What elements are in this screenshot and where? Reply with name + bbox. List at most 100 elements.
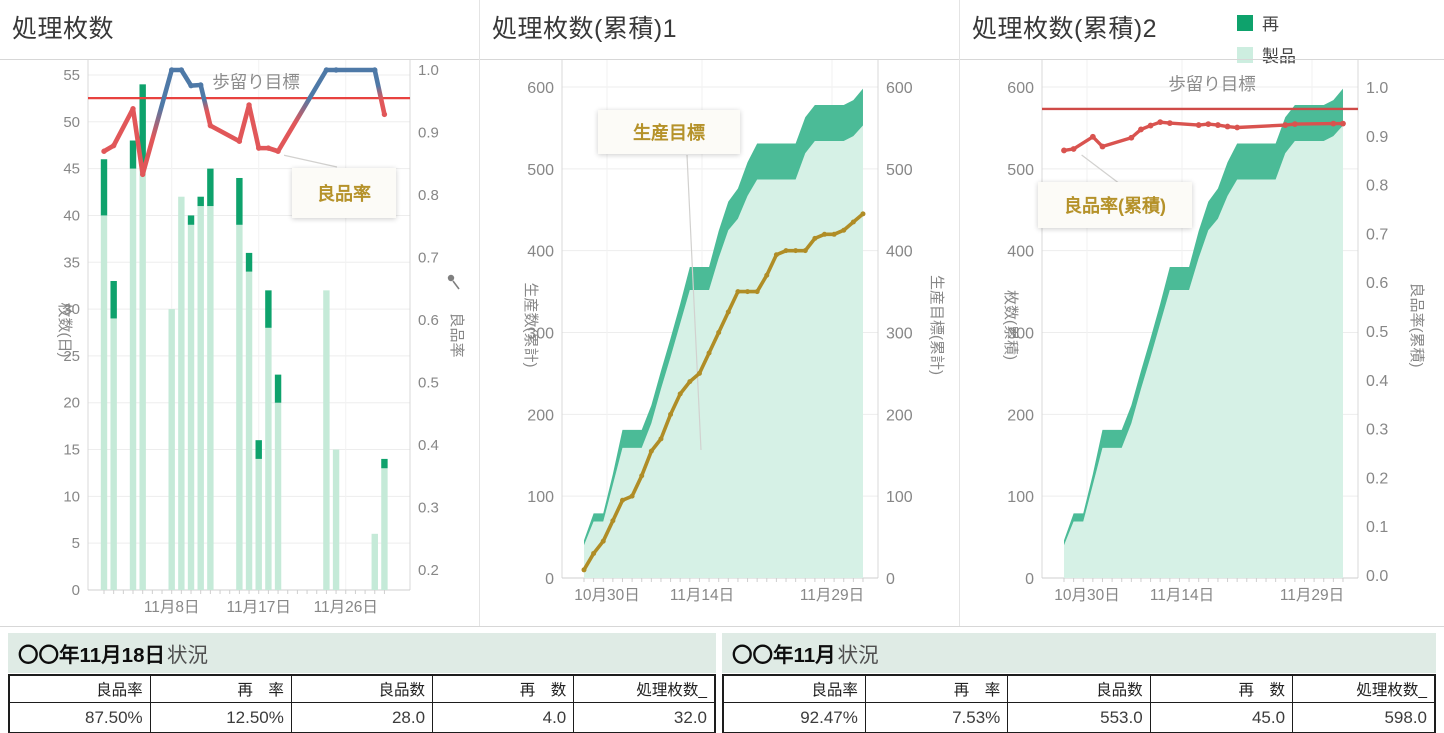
svg-text:0: 0 — [1025, 571, 1034, 588]
svg-text:100: 100 — [886, 489, 913, 506]
svg-text:5: 5 — [72, 535, 80, 552]
val-total-count: 598.0 — [1292, 702, 1436, 733]
val-good-count: 553.0 — [1007, 702, 1151, 733]
yield-target-label-cumulative: 歩留り目標 — [1168, 74, 1256, 94]
svg-text:400: 400 — [1007, 244, 1034, 261]
cumulative-chart-1[interactable]: 0 100 200 300 400 500 600 10月30日 11月14日 11月29日 0 10… — [480, 60, 960, 625]
table-header-row: 良品率 再 率 良品数 再 数 処理枚数_ — [8, 674, 716, 703]
col-rework-rate: 再 率 — [864, 674, 1009, 703]
svg-text:0.6: 0.6 — [1366, 275, 1388, 292]
col-rework-count: 再 数 — [1149, 674, 1294, 703]
daily-chart[interactable]: 0 5 10 15 20 25 30 35 40 45 50 55 0.2 0.3 0.4 0.5 0.6 0.7… — [0, 60, 480, 625]
val-total-count: 32.0 — [573, 702, 716, 733]
val-rework-rate: 12.50% — [149, 702, 292, 733]
panel-daily: 処理枚数 0 5 10 15 20 25 30 35 40 45 50 55 0.2 0.3 0.4 0.5 0… — [0, 0, 480, 625]
svg-text:500: 500 — [886, 162, 913, 179]
svg-text:0.5: 0.5 — [1366, 324, 1388, 341]
daily-status-suffix: 状況 — [166, 644, 208, 667]
svg-text:0.9: 0.9 — [418, 125, 439, 142]
svg-text:11月29日: 11月29日 — [1280, 587, 1344, 604]
svg-text:0.9: 0.9 — [1366, 129, 1388, 146]
val-good-count: 28.0 — [290, 702, 434, 733]
chart-title-daily: 処理枚数 — [12, 15, 115, 43]
rate-annotation-daily[interactable]: 良品率 — [292, 168, 396, 218]
svg-text:10月30日: 10月30日 — [574, 587, 639, 604]
col-good-count: 良品数 — [290, 674, 434, 703]
production-target-annotation[interactable]: 生産目標 — [598, 110, 740, 154]
svg-text:0.7: 0.7 — [418, 250, 439, 267]
svg-text:良品率(累積): 良品率(累積) — [1408, 283, 1425, 368]
val-good-rate: 92.47% — [722, 702, 866, 733]
svg-text:50: 50 — [63, 114, 80, 131]
svg-text:0.2: 0.2 — [418, 562, 439, 579]
legend-item-product[interactable]: 製品 — [1237, 42, 1296, 67]
svg-text:0.4: 0.4 — [418, 437, 439, 454]
yield-target-label-daily: 歩留り目標 — [212, 72, 300, 92]
svg-text:0: 0 — [72, 582, 80, 599]
svg-text:0.2: 0.2 — [1366, 470, 1388, 487]
panel-cumulative-1: 処理枚数(累積)1 0 100 200 300 400 500 600 10月30日 11月14… — [480, 0, 960, 625]
svg-text:500: 500 — [527, 162, 554, 179]
svg-text:0.3: 0.3 — [418, 500, 439, 517]
monthly-status-suffix: 状況 — [837, 644, 879, 667]
svg-text:600: 600 — [1007, 80, 1034, 97]
monthly-status-panel: 〇〇年11月 状況 良品率 再 率 良品数 再 数 処理枚数_ 92.47% 7.… — [722, 633, 1436, 733]
val-rework-rate: 7.53% — [864, 702, 1009, 733]
val-rework-count: 4.0 — [432, 702, 575, 733]
chart-title-cumulative-2: 処理枚数(累積)2 — [972, 15, 1158, 43]
svg-text:100: 100 — [527, 489, 554, 506]
svg-text:35: 35 — [63, 254, 80, 271]
svg-text:300: 300 — [527, 326, 554, 343]
table-value-row: 92.47% 7.53% 553.0 45.0 598.0 — [722, 702, 1436, 733]
svg-text:0.7: 0.7 — [1366, 226, 1388, 243]
svg-text:枚数(累積): 枚数(累積) — [1002, 290, 1019, 360]
svg-text:1.0: 1.0 — [1366, 80, 1388, 97]
svg-text:0.4: 0.4 — [1366, 373, 1388, 390]
svg-text:0.0: 0.0 — [1366, 568, 1388, 585]
svg-text:0: 0 — [886, 571, 895, 588]
svg-text:0.8: 0.8 — [1366, 178, 1388, 195]
col-good-count: 良品数 — [1007, 674, 1151, 703]
svg-text:300: 300 — [886, 326, 913, 343]
daily-status-panel: 〇〇年11月18日 状況 良品率 再 率 良品数 再 数 処理枚数_ 87.50%… — [8, 633, 716, 733]
svg-text:100: 100 — [1007, 489, 1034, 506]
svg-text:45: 45 — [63, 161, 80, 178]
svg-text:400: 400 — [886, 244, 913, 261]
svg-text:55: 55 — [63, 67, 80, 84]
svg-text:0.3: 0.3 — [1366, 422, 1388, 439]
svg-text:200: 200 — [886, 407, 913, 424]
svg-text:25: 25 — [63, 348, 80, 365]
svg-text:11月14日: 11月14日 — [670, 587, 734, 604]
svg-text:400: 400 — [527, 244, 554, 261]
svg-text:40: 40 — [63, 207, 80, 224]
table-value-row: 87.50% 12.50% 28.0 4.0 32.0 — [8, 702, 716, 733]
svg-text:0.8: 0.8 — [418, 187, 439, 204]
svg-text:500: 500 — [1007, 162, 1034, 179]
cumulative-rate-annotation[interactable]: 良品率(累積) — [1038, 182, 1192, 228]
svg-text:1.0: 1.0 — [418, 62, 439, 79]
svg-text:15: 15 — [63, 442, 80, 459]
daily-status-date: 〇〇年11月18日 — [18, 644, 165, 667]
svg-text:300: 300 — [1007, 326, 1034, 343]
monthly-status-table: 良品率 再 率 良品数 再 数 処理枚数_ 92.47% 7.53% 553.0… — [722, 674, 1436, 733]
title-divider — [0, 59, 1444, 60]
col-rework-rate: 再 率 — [149, 674, 292, 703]
legend-label-rework: 再 — [1262, 15, 1279, 34]
product-swatch-icon — [1237, 46, 1253, 63]
svg-text:良品率: 良品率 — [448, 312, 465, 357]
panel-divider-1 — [479, 0, 480, 626]
svg-text:0.6: 0.6 — [418, 312, 439, 329]
cumulative-chart-2[interactable]: 0 100 200 300 400 500 600 10月30日 11月14日 11月29日 0.0… — [960, 60, 1444, 625]
svg-text:枚数(日): 枚数(日) — [56, 303, 73, 358]
rework-swatch-icon — [1237, 14, 1253, 31]
col-total-count: 処理枚数_ — [1292, 674, 1436, 703]
svg-text:200: 200 — [527, 407, 554, 424]
table-divider — [0, 626, 1444, 627]
svg-text:11月14日: 11月14日 — [1150, 587, 1214, 604]
col-rework-count: 再 数 — [432, 674, 575, 703]
legend-item-rework[interactable]: 再 — [1237, 10, 1296, 35]
col-good-rate: 良品率 — [8, 674, 151, 703]
svg-text:10月30日: 10月30日 — [1054, 587, 1119, 604]
table-header-row: 良品率 再 率 良品数 再 数 処理枚数_ — [722, 674, 1436, 703]
